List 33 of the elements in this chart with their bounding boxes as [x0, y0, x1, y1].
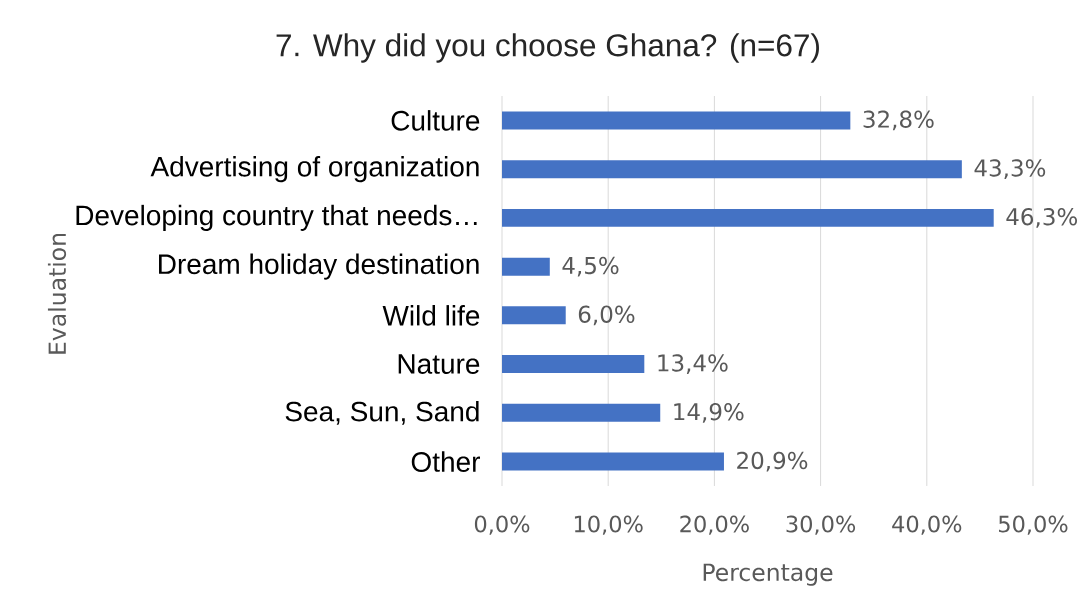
bar: [502, 160, 962, 179]
data-label: 32,8%: [863, 110, 934, 131]
data-label: 46,3%: [1006, 208, 1078, 228]
data-label: 20,9%: [737, 451, 808, 472]
bar: [502, 403, 661, 422]
y-tick-label: Developing country that needs…: [76, 204, 477, 231]
bar: [502, 452, 724, 471]
x-tick-label: 50,0%: [999, 515, 1068, 535]
y-tick-label: Sea, Sun, Sand: [285, 400, 479, 425]
bar: [502, 306, 566, 325]
chart-title: 7. Why did you choose Ghana? (n=67): [276, 33, 819, 63]
y-tick-label: Wild life: [382, 305, 480, 326]
bar: [502, 208, 994, 227]
bar: [502, 355, 645, 374]
data-label: 4,5%: [562, 256, 619, 277]
y-tick-label: Culture: [391, 110, 480, 131]
data-label: 6,0%: [578, 305, 635, 326]
x-tick-label: 40,0%: [892, 515, 962, 535]
y-tick-label: Nature: [398, 354, 480, 374]
data-label: 14,9%: [674, 402, 744, 423]
x-axis-title: Percentage: [703, 563, 833, 586]
x-tick-label: 0,0%: [474, 515, 530, 535]
data-label: 13,4%: [658, 354, 728, 374]
x-tick-label: 10,0%: [574, 515, 643, 535]
bar: [502, 257, 550, 276]
y-axis-title: Evaluation: [47, 233, 67, 354]
bar: [502, 111, 851, 130]
y-tick-label: Advertising of organization: [150, 156, 479, 183]
y-tick-label: Other: [411, 451, 481, 472]
y-tick-label: Dream holiday destination: [159, 253, 479, 280]
x-tick-label: 20,0%: [680, 515, 749, 535]
data-label: 43,3%: [974, 159, 1046, 179]
x-tick-label: 30,0%: [786, 515, 856, 535]
